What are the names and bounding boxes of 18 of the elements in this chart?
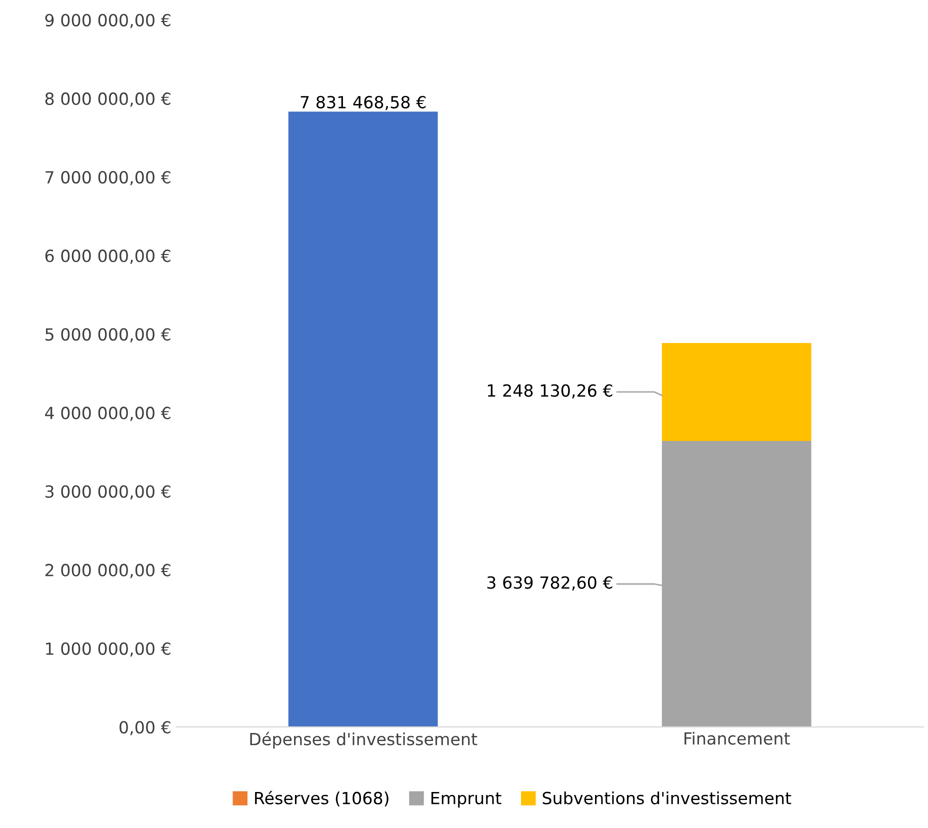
data-label: 7 831 468,58 € [300, 96, 426, 110]
data-label: 3 639 782,60 € [487, 576, 612, 591]
y-tick-label: 5 000 000,00 € [46, 328, 170, 342]
y-tick-label: 1 000 000,00 € [46, 642, 170, 657]
legend-label: Subventions d'investissement [542, 791, 792, 804]
y-tick-label: 3 000 000,00 € [46, 485, 170, 500]
y-tick-label: 9 000 000,00 € [45, 14, 170, 28]
x-tick-label: Dépenses d'investissement [250, 732, 478, 749]
y-tick-label: 0,00 € [120, 720, 170, 736]
y-tick-label: 4 000 000,00 € [45, 406, 170, 421]
legend-label: Réserves (1068) [255, 790, 388, 806]
y-tick-label: 6 000 000,00 € [45, 250, 170, 264]
y-tick-label: 7 000 000,00 € [46, 170, 170, 186]
data-label: 1 248 130,26 € [488, 384, 612, 399]
y-tick-label: 2 000 000,00 € [45, 564, 170, 578]
legend-label: Emprunt [431, 792, 502, 808]
x-tick-label: Financement [684, 732, 790, 745]
y-tick-label: 8 000 000,00 € [45, 92, 170, 107]
